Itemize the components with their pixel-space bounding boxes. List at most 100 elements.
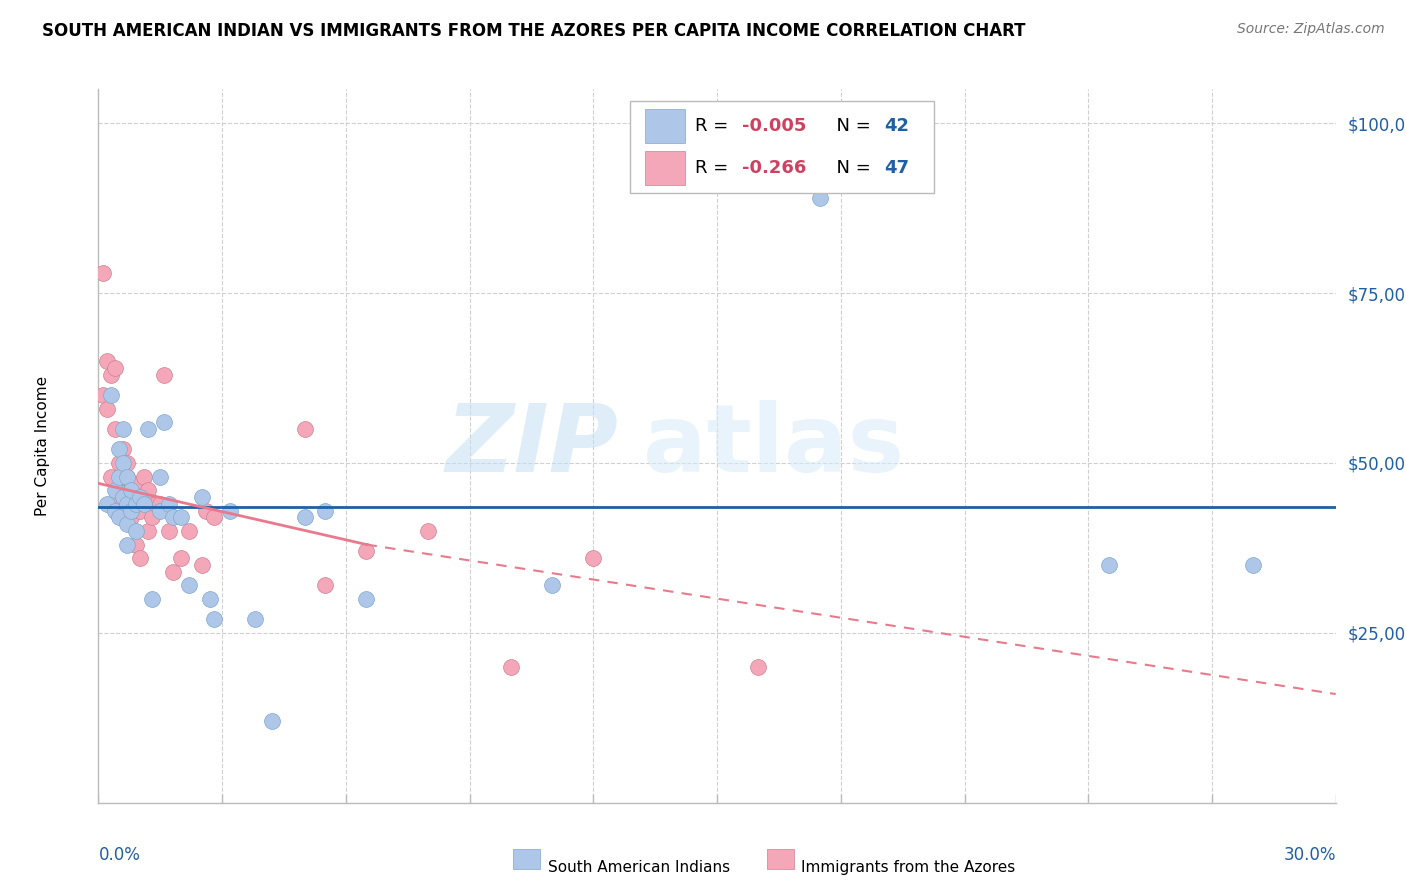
Text: SOUTH AMERICAN INDIAN VS IMMIGRANTS FROM THE AZORES PER CAPITA INCOME CORRELATIO: SOUTH AMERICAN INDIAN VS IMMIGRANTS FROM… xyxy=(42,22,1026,40)
Text: atlas: atlas xyxy=(643,400,904,492)
Point xyxy=(96,497,118,511)
Point xyxy=(117,497,139,511)
Point xyxy=(100,388,122,402)
Point xyxy=(108,469,131,483)
Text: -0.266: -0.266 xyxy=(742,159,806,177)
Point xyxy=(132,497,155,511)
Bar xyxy=(645,151,685,186)
Point xyxy=(96,401,118,416)
FancyBboxPatch shape xyxy=(630,102,934,193)
Point xyxy=(100,469,122,483)
Point xyxy=(124,524,146,538)
Point xyxy=(141,591,163,606)
Text: ZIP: ZIP xyxy=(446,400,619,492)
Point xyxy=(120,497,142,511)
Text: 42: 42 xyxy=(884,117,910,135)
Point xyxy=(104,483,127,498)
Point xyxy=(314,503,336,517)
Point xyxy=(120,483,142,498)
Point xyxy=(198,591,221,606)
Point xyxy=(1241,558,1264,572)
Point xyxy=(219,503,242,517)
Point xyxy=(1098,558,1121,572)
Point xyxy=(128,551,150,566)
Point xyxy=(157,524,180,538)
Point xyxy=(136,524,159,538)
Point xyxy=(117,469,139,483)
Point xyxy=(294,422,316,436)
Text: -0.005: -0.005 xyxy=(742,117,806,135)
Point xyxy=(96,354,118,368)
Point xyxy=(117,469,139,483)
Point xyxy=(153,368,176,382)
Point xyxy=(91,388,114,402)
Point xyxy=(117,456,139,470)
Point xyxy=(179,578,201,592)
Point xyxy=(141,510,163,524)
Point xyxy=(117,517,139,532)
Point xyxy=(418,524,440,538)
Text: N =: N = xyxy=(825,159,876,177)
Point xyxy=(162,510,184,524)
Point xyxy=(112,456,135,470)
Point xyxy=(170,551,193,566)
Point xyxy=(117,490,139,504)
Point xyxy=(112,490,135,504)
Point xyxy=(128,503,150,517)
Point xyxy=(190,558,212,572)
Point xyxy=(91,266,114,280)
Point xyxy=(100,368,122,382)
Point xyxy=(124,497,146,511)
Point xyxy=(153,415,176,429)
Point xyxy=(108,483,131,498)
Point xyxy=(170,510,193,524)
Point xyxy=(120,510,142,524)
Point xyxy=(808,191,831,205)
Point xyxy=(541,578,564,592)
Point xyxy=(120,483,142,498)
Point xyxy=(104,422,127,436)
Point xyxy=(112,422,135,436)
Text: 47: 47 xyxy=(884,159,910,177)
Text: Immigrants from the Azores: Immigrants from the Azores xyxy=(801,860,1015,875)
Point xyxy=(260,714,283,729)
Point xyxy=(294,510,316,524)
Text: Per Capita Income: Per Capita Income xyxy=(35,376,51,516)
Point xyxy=(747,660,769,674)
Point xyxy=(108,456,131,470)
Point xyxy=(112,442,135,457)
Point xyxy=(112,469,135,483)
Point xyxy=(104,503,127,517)
Point xyxy=(499,660,522,674)
Point xyxy=(356,544,378,558)
Point xyxy=(202,612,225,626)
Point xyxy=(104,360,127,375)
Point xyxy=(132,469,155,483)
Point xyxy=(136,483,159,498)
Point xyxy=(112,497,135,511)
Text: Source: ZipAtlas.com: Source: ZipAtlas.com xyxy=(1237,22,1385,37)
Point xyxy=(582,551,605,566)
Point xyxy=(157,497,180,511)
Point xyxy=(243,612,266,626)
Point xyxy=(124,483,146,498)
Point xyxy=(194,503,217,517)
Point xyxy=(124,497,146,511)
Point xyxy=(145,497,167,511)
Bar xyxy=(513,849,540,869)
Point xyxy=(128,476,150,491)
Text: 30.0%: 30.0% xyxy=(1284,846,1336,863)
Point xyxy=(108,497,131,511)
Point xyxy=(108,510,131,524)
Text: R =: R = xyxy=(695,117,734,135)
Point xyxy=(162,565,184,579)
Point xyxy=(128,490,150,504)
Text: R =: R = xyxy=(695,159,734,177)
Point xyxy=(149,503,172,517)
Bar xyxy=(766,849,794,869)
Point xyxy=(356,591,378,606)
Point xyxy=(124,537,146,551)
Point xyxy=(117,537,139,551)
Point xyxy=(149,469,172,483)
Text: N =: N = xyxy=(825,117,876,135)
